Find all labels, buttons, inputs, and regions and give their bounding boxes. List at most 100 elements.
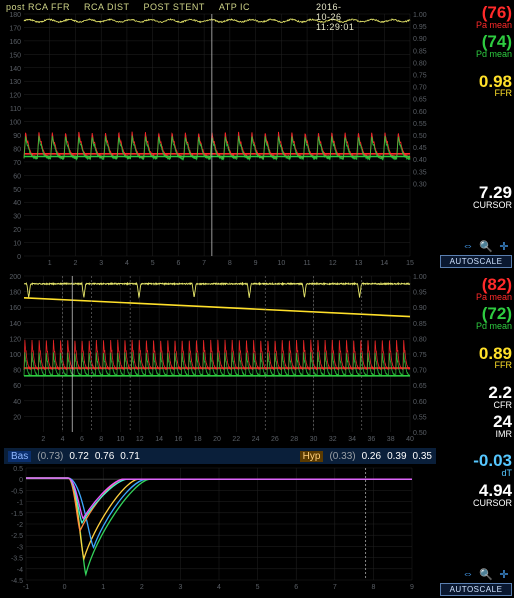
metric: 0.89FFR: [440, 345, 512, 371]
svg-text:10: 10: [117, 436, 125, 443]
metric: 4.94CURSOR: [440, 482, 512, 508]
svg-text:3: 3: [99, 260, 103, 267]
tab[interactable]: post RCA FFR: [6, 2, 70, 12]
svg-text:2: 2: [41, 436, 45, 443]
pan-icon[interactable]: ⇔: [460, 567, 476, 581]
svg-text:80: 80: [13, 146, 21, 153]
metric-label: IMR: [440, 430, 512, 439]
metric: -0.03dT: [440, 452, 512, 478]
metric-label: CFR: [440, 401, 512, 410]
svg-text:0.80: 0.80: [413, 336, 427, 343]
chart-tools: ⇔🔍✛ AUTOSCALE: [440, 567, 512, 596]
thermo-seg-paren: (0.73): [37, 451, 63, 462]
svg-text:110: 110: [10, 106, 21, 113]
timestamp: 2016-10-26 11:29:01: [316, 2, 354, 32]
metric-label: Pd mean: [440, 322, 512, 331]
chart-bottom-area: 204060801001201401601802000.500.550.600.…: [2, 272, 436, 598]
svg-text:60: 60: [13, 383, 21, 390]
svg-text:0.65: 0.65: [413, 383, 427, 390]
svg-text:50: 50: [13, 187, 21, 194]
metric-value: 7.29: [440, 184, 512, 202]
svg-text:140: 140: [9, 66, 21, 73]
svg-text:0.45: 0.45: [413, 145, 427, 152]
svg-text:150: 150: [9, 52, 21, 59]
thermo-seg: Bas(0.73)0.720.760.71: [8, 451, 140, 462]
zoom-icon[interactable]: 🔍: [478, 239, 494, 253]
svg-text:0.90: 0.90: [413, 305, 427, 312]
thermo-chart-svg: -4.5-4-3.5-3-2.5-2-1.5-1-0.500.5-1012345…: [4, 466, 438, 594]
svg-text:0.95: 0.95: [413, 24, 427, 31]
svg-text:0.85: 0.85: [413, 321, 427, 328]
svg-text:28: 28: [290, 436, 298, 443]
svg-text:5: 5: [256, 584, 260, 591]
metric: (74)Pd mean: [440, 33, 512, 59]
thermo-seg-label: Hyp: [300, 451, 324, 462]
metric: (76)Pa mean: [440, 4, 512, 30]
svg-text:8: 8: [228, 260, 232, 267]
svg-text:1.00: 1.00: [413, 274, 427, 281]
svg-text:0.60: 0.60: [413, 399, 427, 406]
svg-text:80: 80: [13, 368, 21, 375]
svg-text:15: 15: [406, 260, 414, 267]
pan-icon[interactable]: ⇔: [460, 239, 476, 253]
zoom-icon[interactable]: 🔍: [478, 567, 494, 581]
svg-text:14: 14: [155, 436, 163, 443]
metric: 7.29CURSOR: [440, 184, 512, 210]
svg-text:180: 180: [9, 290, 21, 297]
thermo-seg-val: 0.26: [362, 451, 381, 462]
svg-text:-0.5: -0.5: [11, 488, 23, 495]
svg-text:-3: -3: [17, 544, 23, 551]
svg-text:-4: -4: [17, 567, 23, 574]
svg-text:130: 130: [9, 79, 21, 86]
svg-text:20: 20: [213, 436, 221, 443]
svg-text:0.40: 0.40: [413, 157, 427, 164]
svg-text:22: 22: [232, 436, 240, 443]
metric: 0.98FFR: [440, 73, 512, 99]
svg-text:40: 40: [406, 436, 414, 443]
svg-text:3: 3: [178, 584, 182, 591]
svg-text:-1: -1: [23, 584, 29, 591]
svg-text:4: 4: [61, 436, 65, 443]
panel-ffr-top: post RCA FFR RCA DIST POST STENT ATP IC …: [0, 0, 514, 270]
pressure-chart-svg: 0102030405060708090100110120130140150160…: [2, 0, 436, 270]
autoscale-button[interactable]: AUTOSCALE: [440, 255, 512, 268]
svg-text:6: 6: [176, 260, 180, 267]
svg-text:4: 4: [217, 584, 221, 591]
svg-text:100: 100: [9, 120, 21, 127]
metric-label: Pa mean: [440, 293, 512, 302]
svg-text:0: 0: [17, 254, 21, 261]
svg-text:0: 0: [19, 477, 23, 484]
thermo-seg-val: 0.35: [413, 451, 432, 462]
svg-text:120: 120: [9, 336, 21, 343]
svg-text:12: 12: [329, 260, 337, 267]
svg-text:26: 26: [271, 436, 279, 443]
crosshair-icon[interactable]: ✛: [496, 239, 512, 253]
metric-label: CURSOR: [440, 499, 512, 508]
svg-text:5: 5: [151, 260, 155, 267]
autoscale-button[interactable]: AUTOSCALE: [440, 583, 512, 596]
svg-text:13: 13: [355, 260, 363, 267]
svg-text:30: 30: [13, 214, 21, 221]
metric: 2.2CFR: [440, 384, 512, 410]
svg-text:1.00: 1.00: [413, 12, 427, 19]
svg-text:-3.5: -3.5: [11, 556, 23, 563]
svg-text:34: 34: [348, 436, 356, 443]
crosshair-icon[interactable]: ✛: [496, 567, 512, 581]
tab[interactable]: POST STENT: [144, 2, 205, 12]
svg-text:40: 40: [13, 200, 21, 207]
svg-text:200: 200: [9, 274, 21, 281]
metric-label: dT: [440, 469, 512, 478]
svg-text:-1: -1: [17, 500, 23, 507]
tab[interactable]: ATP IC: [219, 2, 250, 12]
svg-text:20: 20: [13, 414, 21, 421]
svg-text:38: 38: [387, 436, 395, 443]
svg-text:6: 6: [80, 436, 84, 443]
metric-label: FFR: [440, 361, 512, 370]
svg-text:0.70: 0.70: [413, 368, 427, 375]
svg-text:2: 2: [140, 584, 144, 591]
svg-text:8: 8: [99, 436, 103, 443]
metric-label: Pa mean: [440, 21, 512, 30]
tab[interactable]: RCA DIST: [84, 2, 130, 12]
svg-text:2: 2: [74, 260, 78, 267]
svg-text:-2.5: -2.5: [11, 533, 23, 540]
